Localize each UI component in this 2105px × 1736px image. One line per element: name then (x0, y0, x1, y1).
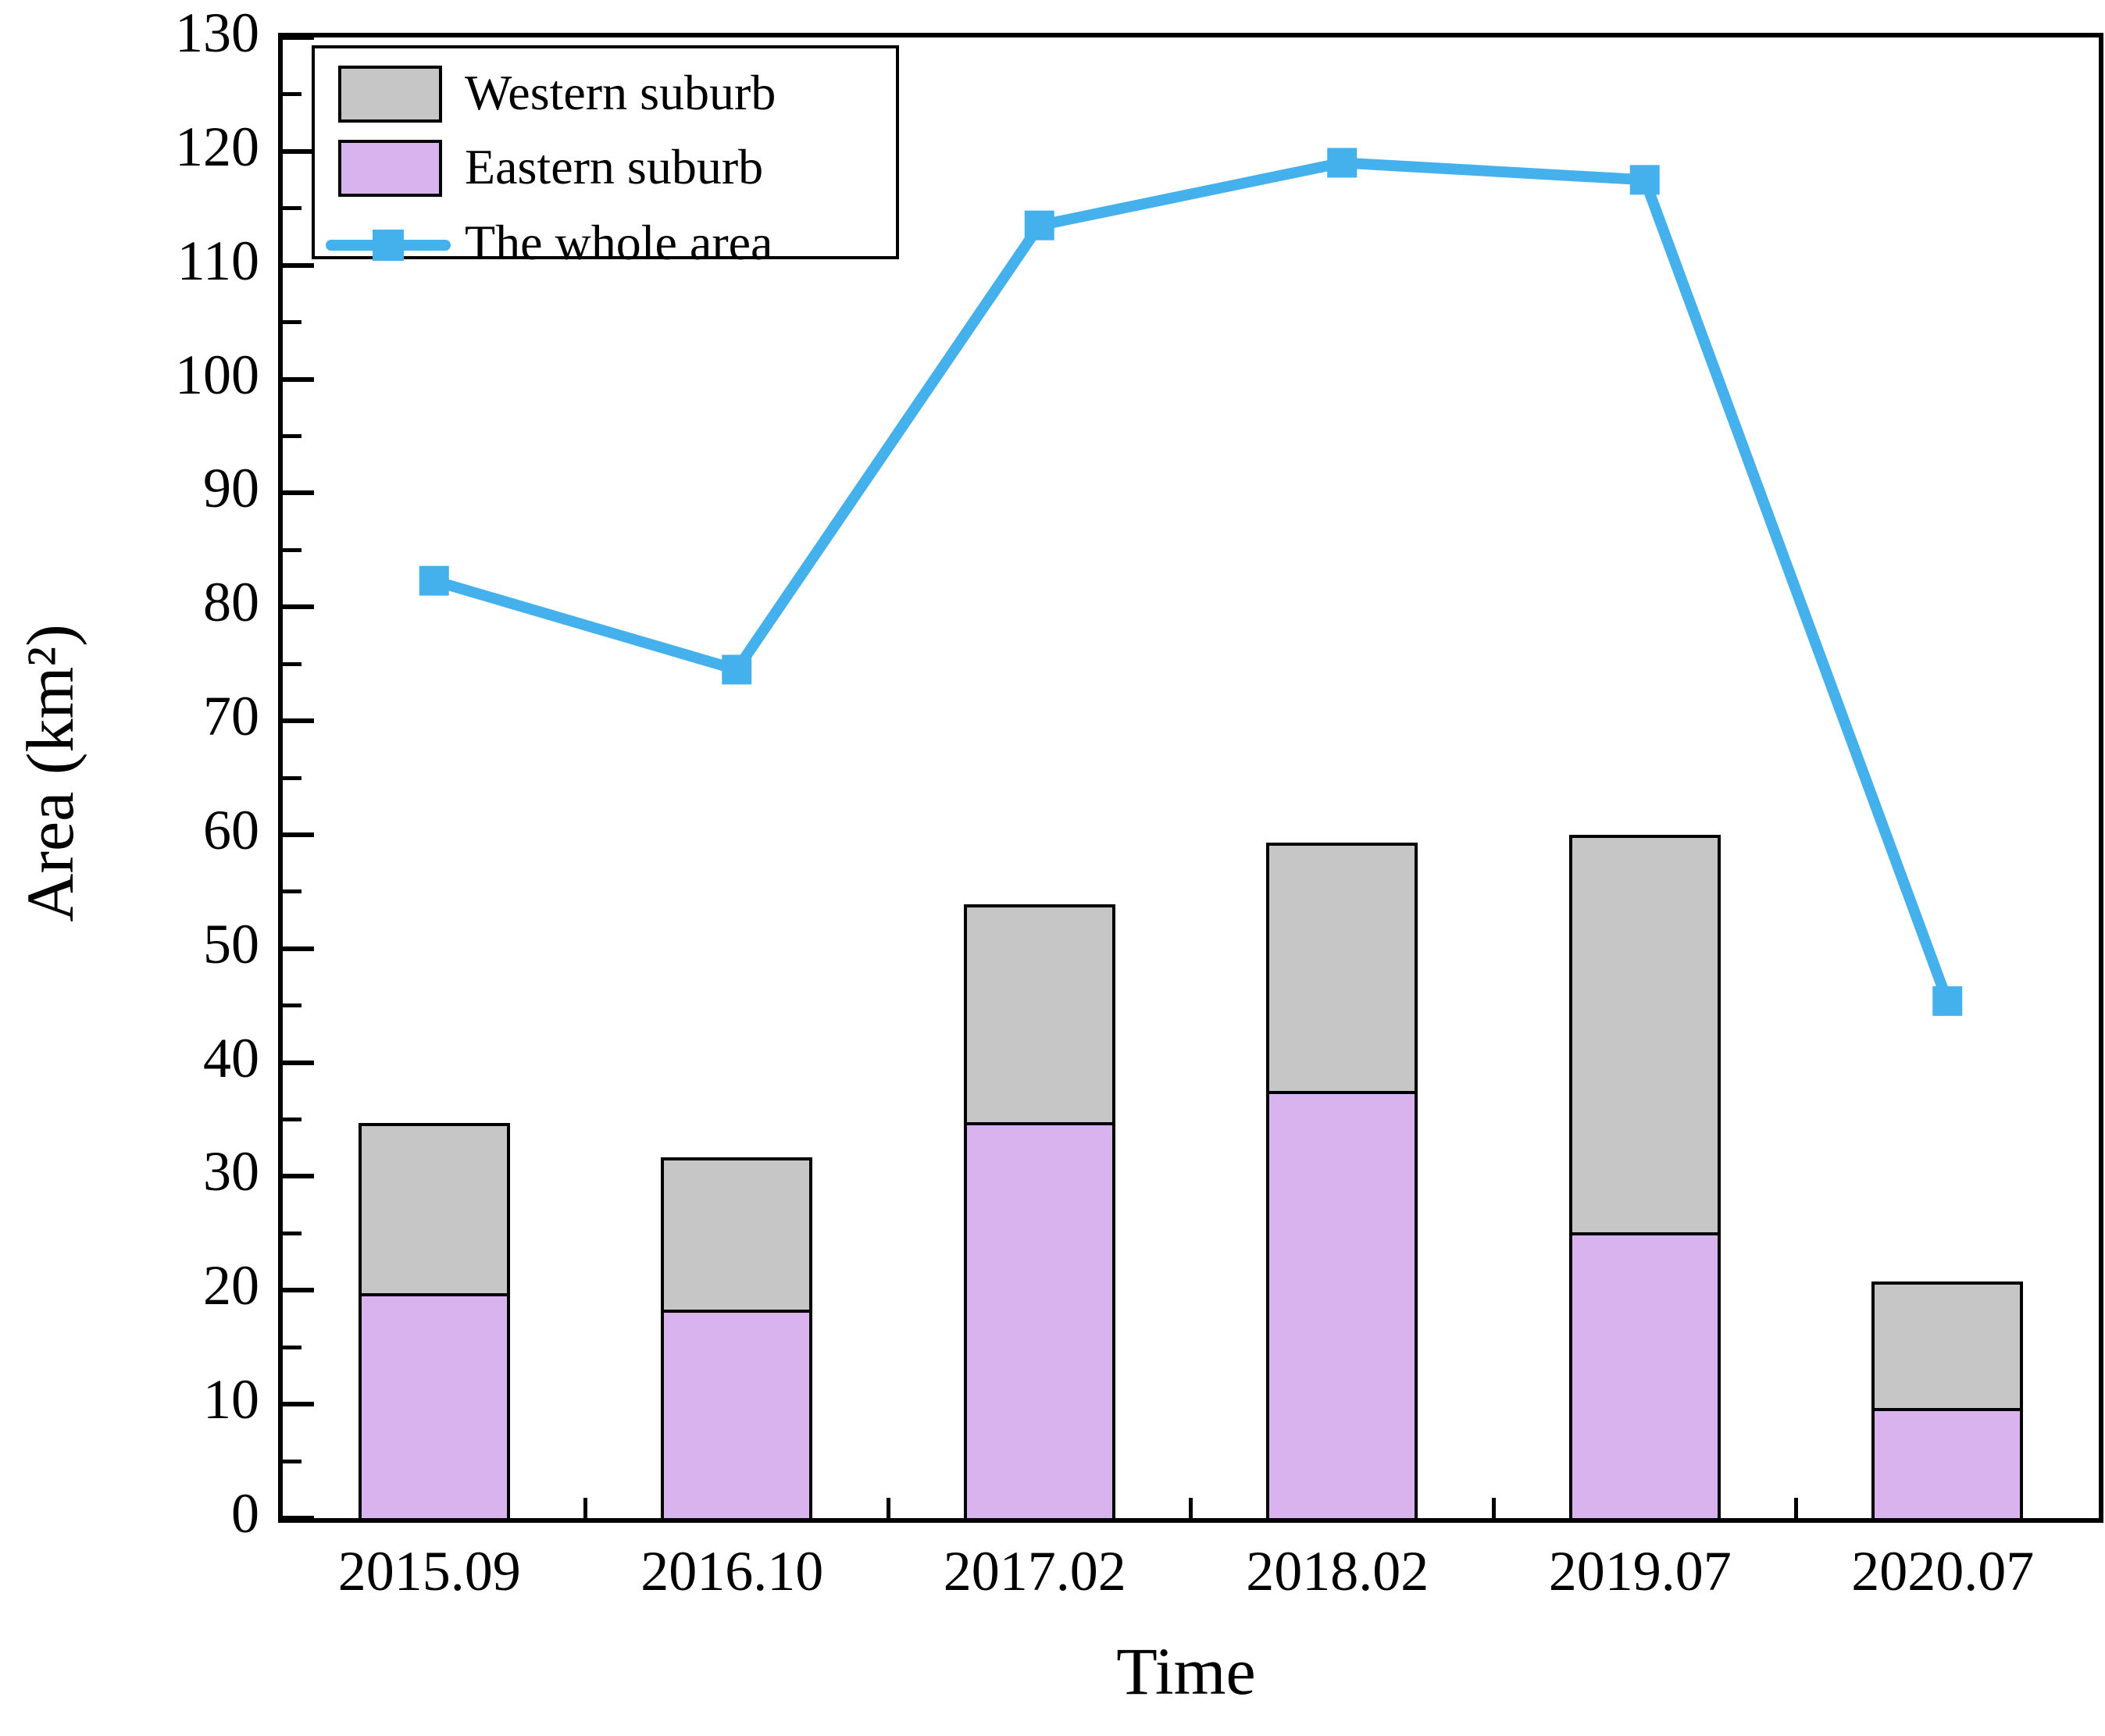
y-tick-label: 20 (203, 1254, 259, 1317)
y-tick-label: 30 (203, 1140, 259, 1203)
y-tick-label: 70 (203, 685, 259, 748)
y-tick-label: 0 (231, 1482, 259, 1545)
y-major-tick (283, 832, 314, 837)
y-minor-tick (283, 1345, 301, 1349)
y-tick-label: 120 (175, 115, 259, 178)
line-marker-2019.07 (1629, 165, 1660, 195)
y-minor-tick (283, 547, 301, 552)
y-axis-title: Area (km²) (12, 624, 87, 922)
bar-segment-eastern-2015.09 (358, 1296, 510, 1518)
legend-swatch-eastern-suburb (338, 140, 442, 197)
y-major-tick (283, 35, 314, 40)
line-marker-2020.07 (1932, 986, 1963, 1016)
y-major-tick (283, 1402, 314, 1407)
x-minor-tick (1794, 1498, 1798, 1518)
bar-segment-western-2017.02 (963, 904, 1115, 1125)
legend: Western suburb Eastern suburb The whole … (312, 45, 899, 270)
y-major-tick (283, 1060, 314, 1065)
bar-segment-eastern-2018.02 (1266, 1094, 1418, 1518)
legend-label-whole-area: The whole area (465, 215, 773, 270)
bar-segment-western-2020.07 (1871, 1281, 2024, 1411)
y-minor-tick (283, 1118, 301, 1122)
bar-segment-western-2019.07 (1568, 834, 1721, 1236)
x-tick-label: 2015.09 (337, 1540, 521, 1602)
bar-segment-eastern-2016.10 (661, 1313, 813, 1518)
legend-label-eastern-suburb: Eastern suburb (465, 139, 764, 194)
line-marker-2015.09 (419, 565, 449, 596)
y-tick-label: 110 (177, 229, 259, 292)
y-major-tick (283, 1174, 314, 1179)
y-major-tick (283, 718, 314, 724)
x-tick-label: 2019.07 (1548, 1540, 1732, 1602)
y-tick-label: 90 (203, 457, 259, 520)
y-tick-label: 100 (175, 343, 259, 406)
y-tick-label: 40 (203, 1026, 259, 1089)
y-major-tick (283, 262, 314, 268)
line-marker-2018.02 (1327, 148, 1358, 178)
y-major-tick (283, 148, 314, 154)
whole-area-line-layer (419, 148, 1963, 1016)
x-minor-tick (1189, 1498, 1193, 1518)
x-minor-tick (1491, 1498, 1496, 1518)
y-tick-label: 60 (203, 798, 259, 861)
x-tick-label: 2020.07 (1851, 1540, 2035, 1602)
legend-swatch-western-suburb (338, 66, 442, 123)
bar-segment-eastern-2019.07 (1568, 1235, 1721, 1518)
y-minor-tick (283, 1003, 301, 1008)
y-major-tick (283, 946, 314, 951)
y-minor-tick (283, 320, 301, 325)
whole-area-line (428, 157, 1953, 1007)
x-tick-label: 2016.10 (640, 1540, 824, 1602)
x-minor-tick (886, 1498, 890, 1518)
y-minor-tick (283, 1459, 301, 1463)
y-major-tick (283, 1516, 314, 1520)
x-minor-tick (583, 1498, 587, 1518)
legend-label-western-suburb: Western suburb (465, 65, 776, 120)
legend-square-marker-icon (373, 230, 404, 261)
line-marker-2017.02 (1024, 210, 1054, 241)
x-tick-label: 2017.02 (943, 1540, 1126, 1602)
y-tick-label: 80 (203, 571, 259, 634)
y-minor-tick (283, 92, 301, 97)
y-tick-label: 130 (175, 2, 259, 64)
y-minor-tick (283, 889, 301, 894)
bar-segment-eastern-2020.07 (1871, 1410, 2024, 1518)
y-major-tick (283, 376, 314, 382)
y-major-tick (283, 1288, 314, 1293)
plot-frame (278, 33, 2103, 1523)
y-minor-tick (283, 661, 301, 666)
bar-segment-western-2016.10 (661, 1157, 813, 1314)
y-minor-tick (283, 433, 301, 438)
y-minor-tick (283, 1231, 301, 1235)
bar-segment-western-2018.02 (1266, 843, 1418, 1095)
y-tick-label: 10 (203, 1368, 259, 1431)
y-minor-tick (283, 775, 301, 780)
line-marker-2016.10 (722, 654, 752, 685)
x-tick-label: 2018.02 (1246, 1540, 1429, 1602)
y-minor-tick (283, 206, 301, 211)
y-major-tick (283, 604, 314, 610)
x-axis-title: Time (1116, 1634, 1256, 1709)
y-tick-label: 50 (203, 912, 259, 975)
bar-segment-eastern-2017.02 (963, 1125, 1115, 1518)
y-major-tick (283, 490, 314, 496)
bar-segment-western-2015.09 (358, 1122, 510, 1296)
